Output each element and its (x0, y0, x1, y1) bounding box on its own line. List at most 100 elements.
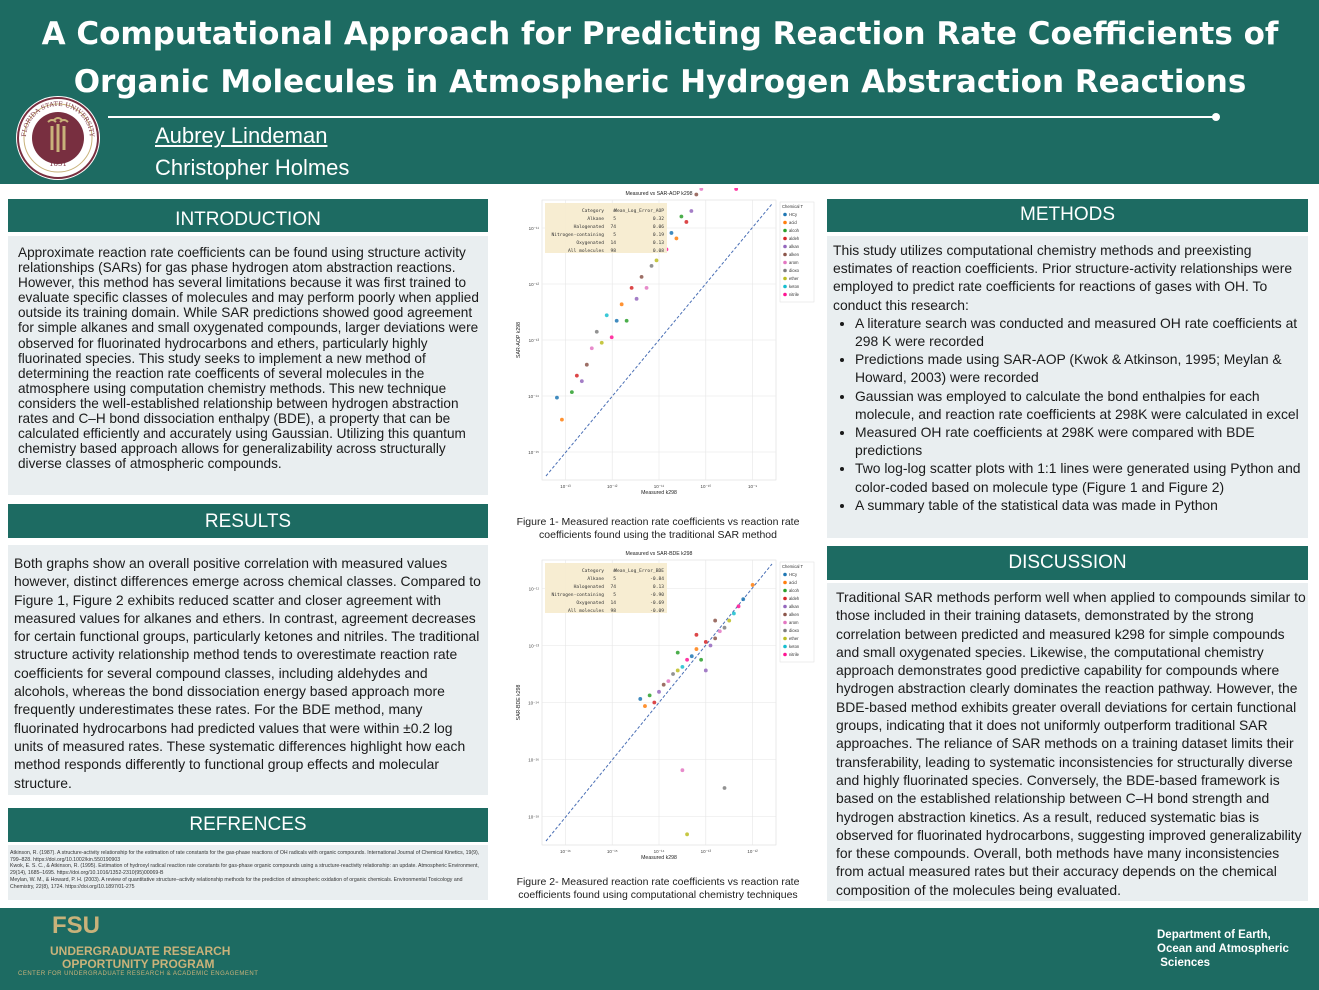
legend-label: nitrile (789, 652, 800, 657)
data-point (675, 650, 680, 655)
discussion-heading: DISCUSSION (827, 546, 1308, 580)
data-point (647, 693, 652, 698)
results-heading: RESULTS (8, 504, 488, 538)
legend-marker (783, 596, 787, 601)
legend-label: arom (789, 620, 799, 625)
data-point (674, 236, 679, 241)
data-point (638, 697, 643, 701)
legend-marker (783, 228, 787, 233)
methods-bullet: Predictions made using SAR-AOP (Kwok & A… (855, 350, 1304, 386)
summary-table-value: 0.13 (653, 584, 664, 590)
summary-table-category: Category (582, 568, 604, 574)
introduction-panel: Approximate reaction rate coefficients c… (8, 236, 488, 495)
y-tick-label: 10⁻¹¹ (529, 226, 540, 231)
poster-title: A Computational Approach for Predicting … (41, 16, 1279, 100)
data-point (689, 654, 694, 659)
legend-marker (783, 588, 787, 593)
legend-label: acid (789, 220, 797, 225)
figure-1: Measured vs SAR-AOP k298 10⁻¹³ 10⁻¹² 10⁻¹¹ 1… (508, 137, 818, 508)
discussion-panel: Traditional SAR methods perform well whe… (827, 583, 1308, 901)
data-point (579, 379, 584, 384)
legend-marker (783, 236, 787, 241)
header-banner (0, 0, 1319, 184)
legend-label: aldeh (789, 236, 800, 241)
introduction-heading: INTRODUCTION (8, 199, 488, 232)
data-point (703, 668, 708, 673)
methods-bullet: A summary table of the statistical data … (855, 496, 1304, 514)
references-panel: Atkinson, R. (1987). A structure-activit… (8, 845, 488, 900)
methods-heading: METHODS (827, 199, 1308, 232)
data-point (703, 640, 708, 644)
data-point (661, 682, 666, 687)
methods-bullet: A literature search was conducted and me… (855, 314, 1304, 350)
legend-label: arom (789, 260, 799, 265)
reference-item: Atkinson, R. (1987). A structure-activit… (10, 850, 480, 863)
data-point (713, 618, 718, 623)
legend-label: alcoh (789, 588, 800, 593)
data-point (679, 214, 684, 219)
data-point (731, 611, 736, 616)
summary-table-category: Nitrogen-containing (551, 232, 604, 238)
data-point (685, 657, 689, 662)
legend-label: acid (789, 580, 797, 585)
author-primary[interactable]: Aubrey Lindeman (155, 123, 328, 148)
summary-table-category: All molecules (568, 608, 604, 614)
x-tick-label: 10⁻¹² (747, 849, 758, 854)
x-tick-label: 10⁻¹⁵ (607, 849, 618, 854)
legend-marker (783, 268, 787, 273)
department-line-1: Department of Earth, (1157, 929, 1271, 941)
data-point (644, 285, 649, 290)
data-point (694, 632, 699, 637)
data-point (584, 362, 589, 367)
summary-table-n: 74 (610, 224, 616, 230)
data-point (604, 313, 609, 318)
figure-2: Measured vs SAR-BDE k298 10⁻¹⁶ 10⁻¹⁵ 10⁻¹⁴ 1… (508, 548, 818, 873)
data-point (741, 597, 746, 602)
summary-table-value: Mean_Log_Error_BDE (614, 568, 664, 574)
data-point (589, 346, 594, 351)
chart-title: Measured vs SAR-BDE k298 (626, 551, 693, 557)
legend-marker (783, 260, 787, 265)
x-tick-label: 10⁻¹³ (560, 484, 571, 489)
y-axis-label: SAR-AOP k298 (516, 322, 522, 358)
summary-table-value: 0.32 (653, 216, 664, 222)
summary-table-category: Halogenated (574, 224, 605, 230)
legend-marker (783, 636, 787, 641)
y-tick-label: 10⁻¹⁴ (528, 394, 539, 399)
data-point (685, 832, 689, 837)
y-tick-label: 10⁻¹⁴ (528, 701, 539, 706)
summary-table-n: 98 (610, 248, 616, 254)
methods-bullet: Two log-log scatter plots with 1:1 lines… (855, 459, 1304, 495)
data-point (594, 329, 599, 334)
header-divider-dot (1212, 113, 1220, 121)
summary-table-category: Category (582, 208, 604, 214)
one-to-one-line (545, 203, 773, 477)
legend-marker (783, 212, 787, 217)
department-line-3: Sciences (1157, 957, 1211, 969)
y-tick-label: 10⁻¹⁶ (528, 758, 539, 763)
x-tick-label: 10⁻¹² (607, 484, 618, 489)
data-point (694, 192, 699, 197)
footer-banner (0, 908, 1319, 990)
data-point (649, 263, 654, 268)
legend-label: keton (789, 644, 800, 649)
legend-marker (783, 612, 787, 617)
fsu-seal-logo: 1851 FLORIDA STATE UNIVERSITY (16, 96, 100, 180)
legend-marker (783, 220, 787, 225)
legend-label: dioxo (789, 628, 800, 633)
data-point (657, 689, 661, 694)
data-point (699, 187, 704, 191)
summary-table-n: n (613, 569, 616, 574)
summary-table-n: 5 (613, 576, 616, 582)
x-axis-label: Measured k298 (641, 490, 677, 496)
summary-table-value: 0.19 (653, 232, 664, 238)
data-point (689, 209, 694, 213)
summary-table-category: Alkane (587, 576, 604, 582)
seal-year: 1851 (49, 160, 67, 168)
legend-marker (783, 644, 787, 649)
x-tick-label: 10⁻¹⁰ (700, 484, 711, 489)
legend-label: alken (789, 612, 800, 617)
x-tick-label: 10⁻¹⁶ (560, 849, 571, 854)
legend-label: ether (789, 276, 799, 281)
methods-intro: This study utilizes computational chemis… (833, 242, 1293, 313)
